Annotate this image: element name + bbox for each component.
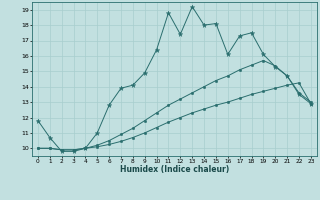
X-axis label: Humidex (Indice chaleur): Humidex (Indice chaleur): [120, 165, 229, 174]
